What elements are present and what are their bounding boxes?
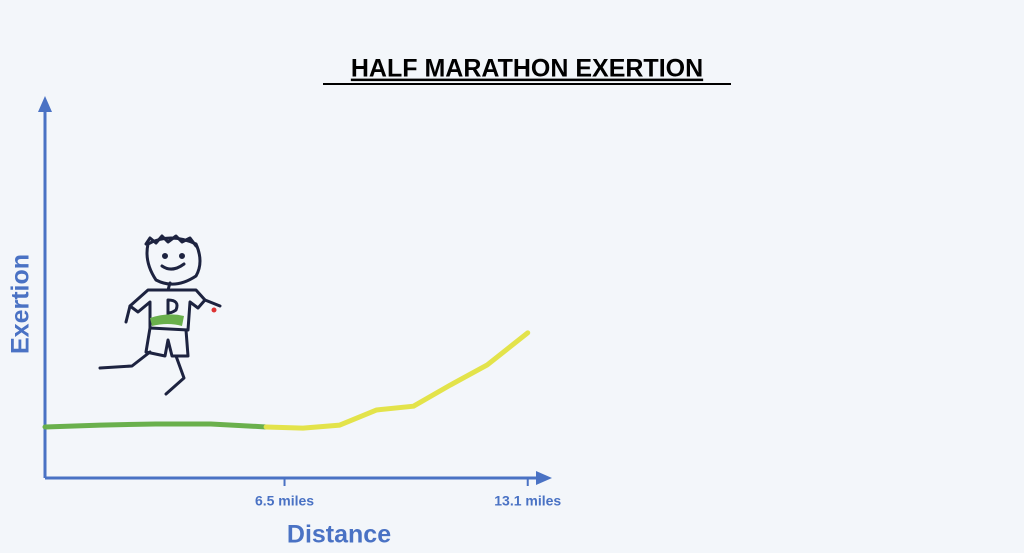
y-axis-label: Exertion (7, 254, 35, 354)
exertion-line (42, 421, 269, 430)
x-tick-label: 13.1 miles (494, 493, 561, 509)
exertion-line (263, 330, 531, 431)
runner-watch (211, 307, 217, 313)
x-axis-label: Distance (287, 521, 391, 549)
x-tick-label: 6.5 miles (255, 493, 314, 509)
x-axis-arrow (536, 471, 552, 485)
y-axis-arrow (38, 96, 52, 112)
chart-title: HALF MARATHON EXERTION (351, 55, 703, 83)
runner-belt (150, 314, 184, 326)
